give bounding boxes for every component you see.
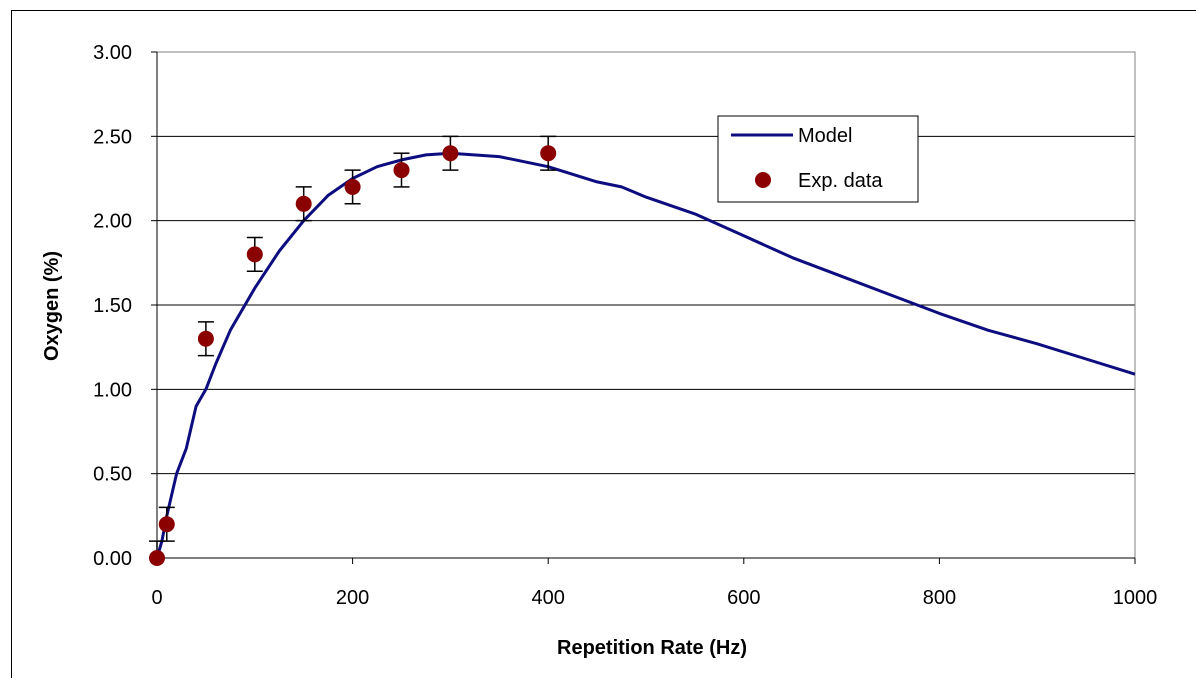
y-tick-label: 0.00 — [93, 548, 132, 570]
y-tick-label: 1.00 — [93, 379, 132, 401]
data-point — [158, 516, 175, 533]
chart-area — [11, 10, 1196, 678]
model-line — [155, 151, 1136, 559]
data-point — [149, 550, 165, 566]
legend: Model Exp. data — [717, 115, 919, 203]
x-axis: 0 200 400 600 800 1000 — [151, 557, 1158, 609]
data-point — [295, 195, 312, 212]
y-axis: 0.00 0.50 1.00 1.50 2.00 2.50 3.00 — [93, 42, 158, 570]
data-point — [246, 246, 263, 263]
data-point — [442, 145, 459, 162]
data-point — [540, 145, 557, 162]
x-tick-label: 200 — [336, 587, 369, 609]
y-tick-label: 2.00 — [93, 211, 132, 233]
legend-model-label: Model — [798, 125, 852, 147]
y-tick-label: 2.50 — [93, 126, 132, 148]
y-tick-label: 3.00 — [93, 42, 132, 64]
y-axis-title: Oxygen (%) — [41, 251, 63, 361]
y-tick-label: 1.50 — [93, 295, 132, 317]
exp-data-series — [149, 135, 557, 566]
x-tick-label: 600 — [727, 587, 760, 609]
x-tick-label: 0 — [151, 587, 162, 609]
data-point — [197, 330, 214, 347]
x-tick-label: 800 — [923, 587, 956, 609]
legend-data-label: Exp. data — [798, 170, 883, 192]
legend-box — [717, 115, 919, 203]
data-point — [393, 162, 410, 179]
x-axis-title: Repetition Rate (Hz) — [557, 637, 747, 659]
gridlines — [157, 51, 1135, 475]
model-series — [155, 151, 1136, 559]
data-point — [344, 178, 361, 195]
x-tick-label: 400 — [532, 587, 565, 609]
x-tick-label: 1000 — [1113, 587, 1158, 609]
y-tick-label: 0.50 — [93, 464, 132, 486]
legend-data-swatch — [755, 172, 771, 188]
